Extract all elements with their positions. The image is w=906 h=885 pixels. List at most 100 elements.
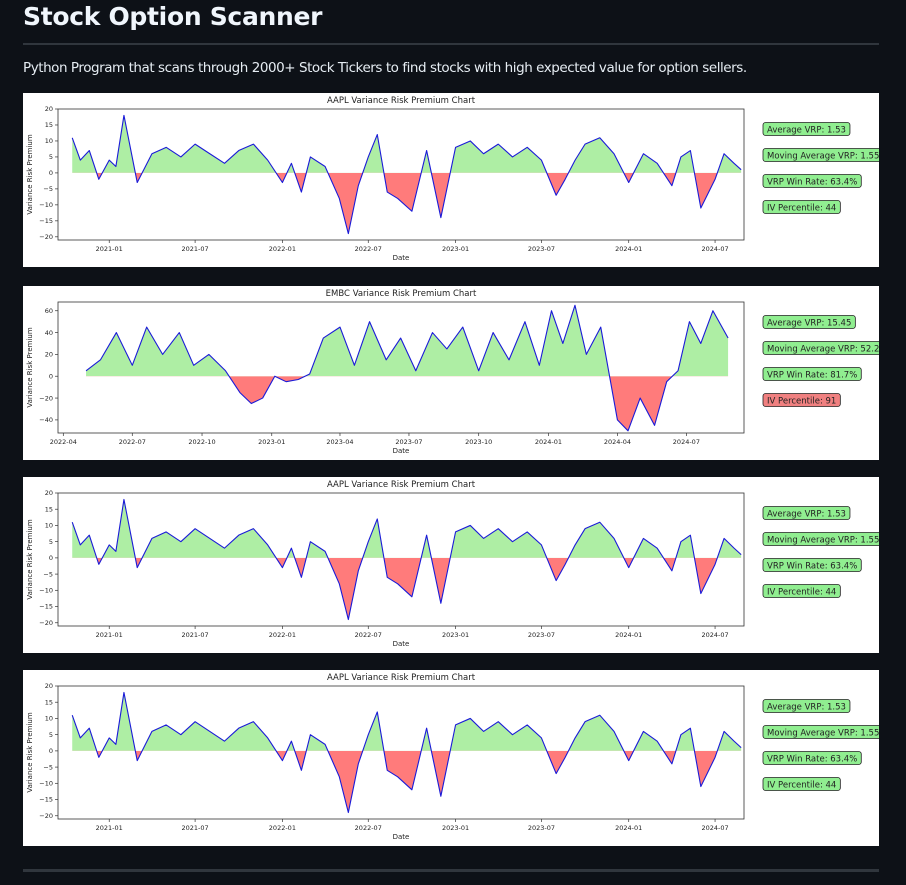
x-tick-label: 2022-10	[188, 438, 215, 446]
vrp-win-rate-label: VRP Win Rate: 63.4%	[767, 754, 857, 764]
plot-frame	[57, 108, 745, 241]
page-title: Stock Option Scanner	[23, 2, 323, 31]
chart-title: AAPL Variance Risk Premium Chart	[327, 673, 476, 683]
negative-area	[72, 750, 742, 813]
iv-percentile-badge-box	[762, 200, 841, 214]
y-axis-label: Variance Risk Premium	[26, 712, 34, 793]
x-tick-label: 2022-07	[355, 631, 382, 639]
y-tick-label: −5	[43, 185, 53, 193]
vrp-series-line	[71, 114, 742, 235]
y-tick-label: 15	[45, 121, 53, 129]
average-vrp-badge-box	[762, 699, 851, 713]
average-vrp-label: Average VRP: 1.53	[767, 702, 846, 712]
x-tick-label: 2023-01	[442, 824, 469, 832]
chart-title: EMBC Variance Risk Premium Chart	[326, 289, 477, 299]
y-tick-label: 10	[45, 522, 53, 530]
iv-percentile-badge: IV Percentile: 44	[762, 200, 841, 214]
x-tick-label: 2024-07	[701, 631, 728, 639]
x-tick-label: 2023-04	[326, 438, 353, 446]
x-tick-label: 2022-01	[269, 245, 296, 253]
moving-average-vrp-badge-box	[762, 725, 879, 739]
average-vrp-badge-box	[762, 315, 856, 329]
moving-average-vrp-badge: Moving Average VRP: 52.21	[762, 341, 879, 355]
negative-area	[229, 376, 673, 431]
y-tick-label: 5	[49, 538, 53, 546]
vrp-win-rate-badge-box	[762, 174, 862, 188]
y-tick-label: 0	[49, 747, 53, 755]
x-tick-label: 2023-01	[442, 631, 469, 639]
moving-average-vrp-badge-box	[762, 148, 879, 162]
iv-percentile-badge: IV Percentile: 44	[762, 584, 841, 598]
y-tick-label: 20	[45, 682, 53, 690]
plot-frame	[57, 685, 745, 820]
x-tick-label: 2021-01	[96, 631, 123, 639]
y-axis-label: Variance Risk Premium	[26, 327, 34, 408]
negative-area	[96, 172, 718, 234]
x-tick-label: 2024-01	[615, 245, 642, 253]
positive-area	[72, 692, 742, 751]
iv-percentile-label: IV Percentile: 91	[767, 396, 836, 406]
vrp-win-rate-label: VRP Win Rate: 63.4%	[767, 177, 857, 187]
x-tick-label: 2024-04	[604, 438, 631, 446]
vrp-win-rate-badge-box	[762, 558, 862, 572]
x-tick-label: 2023-01	[442, 245, 469, 253]
vrp-series-line	[71, 498, 742, 621]
average-vrp-badge: Average VRP: 15.45	[762, 315, 856, 329]
page-description: Python Program that scans through 2000+ …	[23, 60, 747, 76]
y-tick-label: 20	[45, 489, 53, 497]
y-tick-label: 20	[45, 105, 53, 113]
vrp-chart-2: EMBC Variance Risk Premium Chart 60 40 20 0 −…	[23, 286, 879, 460]
x-tick-label: 2024-07	[673, 438, 700, 446]
positive-area	[72, 115, 742, 173]
vrp-win-rate-label: VRP Win Rate: 81.7%	[767, 370, 857, 380]
x-tick-label: 2023-10	[465, 438, 492, 446]
y-tick-label: −20	[39, 233, 53, 241]
positive-area	[72, 499, 742, 558]
y-tick-label: 0	[49, 372, 53, 380]
vrp-chart-4: AAPL Variance Risk Premium Chart 20 15 10 5 0…	[23, 670, 879, 846]
y-tick-label: 0	[49, 169, 53, 177]
y-tick-label: −20	[39, 812, 53, 820]
x-tick-label: 2024-01	[615, 824, 642, 832]
y-axis-label: Variance Risk Premium	[26, 134, 34, 215]
x-tick-label: 2022-07	[355, 245, 382, 253]
negative-area	[72, 557, 742, 620]
x-axis-label: Date	[393, 254, 410, 262]
average-vrp-label: Average VRP: 15.45	[767, 318, 851, 328]
moving-average-vrp-label: Moving Average VRP: 52.21	[767, 344, 879, 354]
x-tick-label: 2022-07	[119, 438, 146, 446]
y-tick-label: 5	[49, 153, 53, 161]
iv-percentile-badge-box	[762, 393, 841, 407]
moving-average-vrp-badge: Moving Average VRP: 1.55	[762, 725, 879, 739]
moving-average-vrp-label: Moving Average VRP: 1.55	[767, 151, 879, 161]
y-tick-label: −10	[39, 201, 53, 209]
iv-percentile-label: IV Percentile: 44	[767, 203, 836, 213]
plot-frame	[57, 301, 745, 434]
moving-average-vrp-label: Moving Average VRP: 1.55	[767, 728, 879, 738]
x-tick-label: 2023-07	[528, 824, 555, 832]
average-vrp-label: Average VRP: 1.53	[767, 509, 846, 519]
average-vrp-badge-box	[762, 122, 851, 136]
iv-percentile-badge-box	[762, 584, 841, 598]
x-tick-label: 2023-07	[395, 438, 422, 446]
x-tick-label: 2021-01	[96, 245, 123, 253]
iv-percentile-badge: IV Percentile: 44	[762, 777, 841, 791]
y-tick-label: −15	[39, 603, 53, 611]
x-tick-label: 2022-01	[269, 824, 296, 832]
y-tick-label: 10	[45, 137, 53, 145]
x-tick-label: 2024-01	[615, 631, 642, 639]
x-axis-label: Date	[393, 640, 410, 648]
vrp-win-rate-badge: VRP Win Rate: 63.4%	[762, 174, 862, 188]
x-tick-label: 2023-07	[528, 631, 555, 639]
x-axis-label: Date	[393, 833, 410, 841]
y-tick-label: −10	[39, 780, 53, 788]
iv-percentile-badge: IV Percentile: 91	[762, 393, 841, 407]
x-tick-label: 2022-01	[269, 631, 296, 639]
x-tick-label: 2024-07	[701, 824, 728, 832]
y-tick-label: 40	[45, 329, 53, 337]
vrp-series-line	[71, 691, 742, 814]
y-tick-label: 15	[45, 505, 53, 513]
y-tick-label: −20	[39, 394, 53, 402]
iv-percentile-label: IV Percentile: 44	[767, 587, 836, 597]
x-tick-label: 2021-07	[182, 631, 209, 639]
